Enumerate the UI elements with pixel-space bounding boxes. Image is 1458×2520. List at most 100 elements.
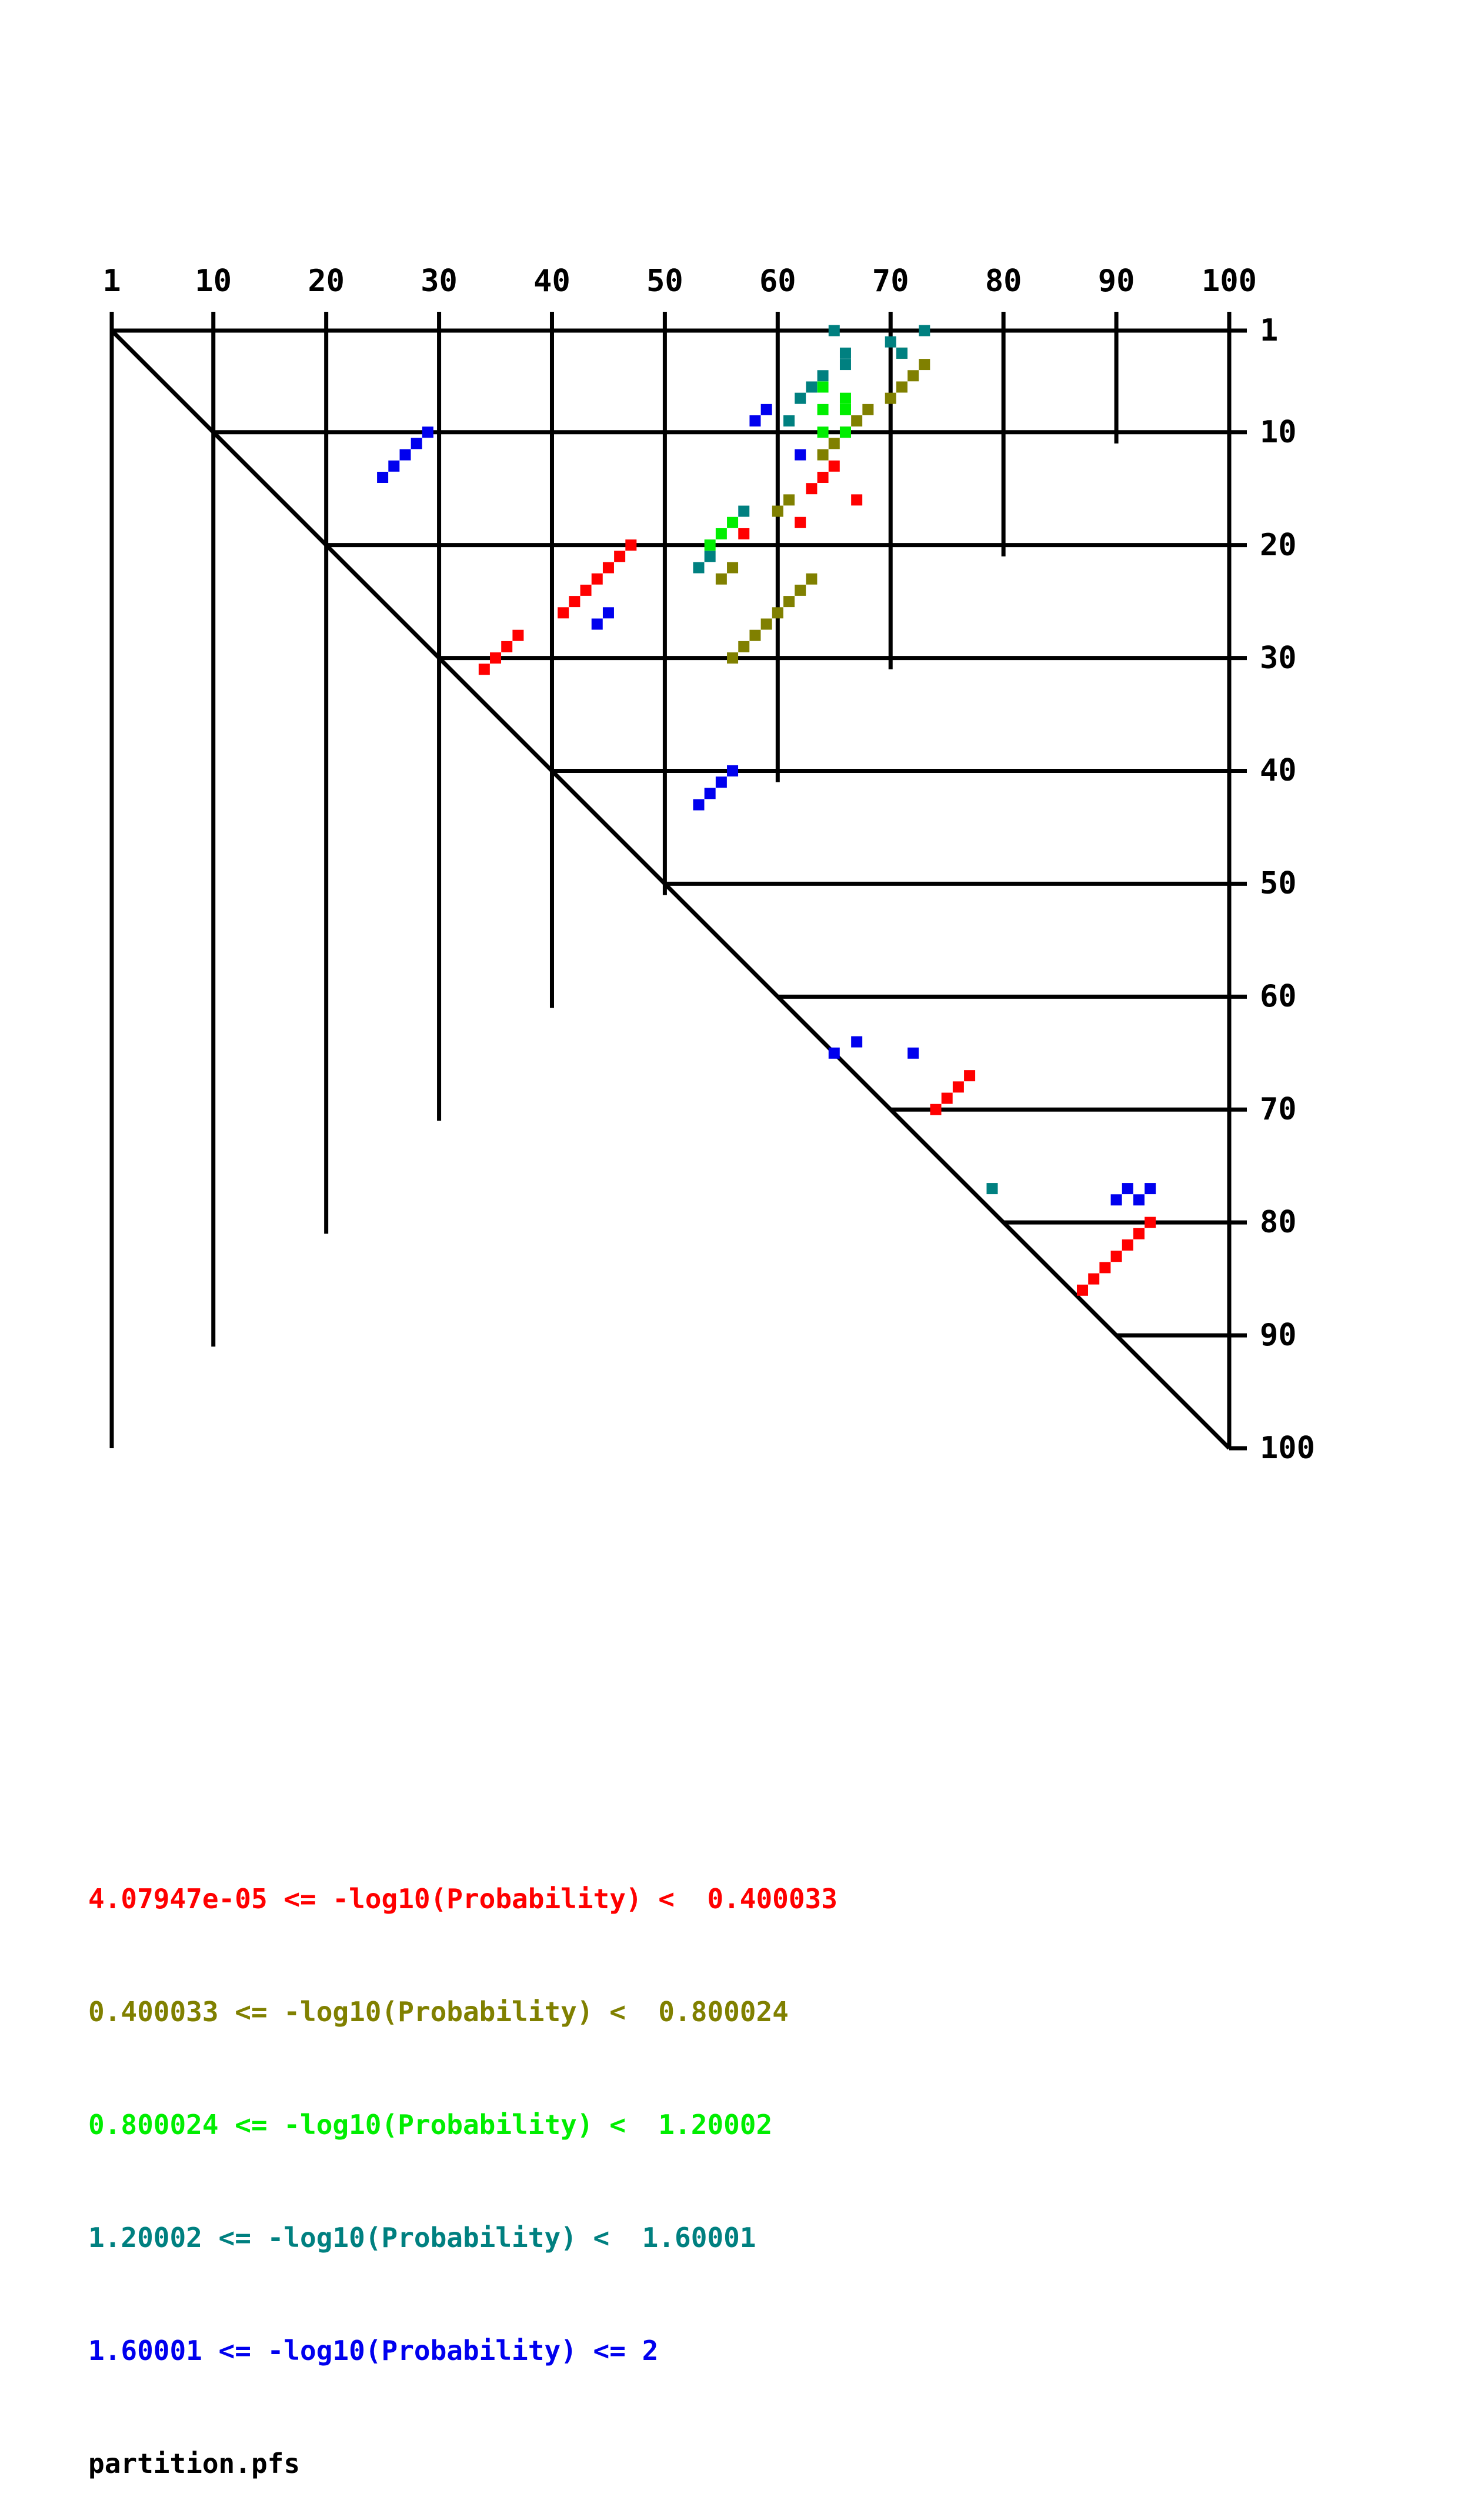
data-point: [501, 641, 513, 652]
data-point: [828, 460, 840, 472]
plot-canvas: [109, 312, 1247, 1451]
data-point: [1110, 1194, 1122, 1206]
data-point: [885, 336, 896, 348]
data-point: [727, 562, 739, 574]
data-point: [625, 539, 637, 551]
data-point: [795, 449, 806, 461]
y-tick-label-20: 20: [1260, 527, 1297, 563]
data-point: [986, 1183, 998, 1195]
data-point: [749, 629, 761, 641]
data-point: [1145, 1183, 1156, 1195]
data-point: [411, 438, 422, 449]
data-point: [602, 562, 614, 574]
x-tick-label-70: 70: [872, 264, 909, 299]
data-point: [580, 584, 592, 596]
series-bin-4: [693, 325, 998, 1195]
series-bin-1: [478, 460, 1156, 1296]
y-tick-label-90: 90: [1260, 1318, 1297, 1354]
data-point: [919, 359, 930, 371]
y-tick-label-70: 70: [1260, 1092, 1297, 1128]
dot-plot-area: 1 10 20 30 40 50 60 70 80 90 100 1 10 20 30 40 50 60 70 80 9…: [102, 264, 1315, 1464]
y-tick-label-80: 80: [1260, 1205, 1297, 1241]
data-point: [772, 607, 783, 619]
data-point: [478, 664, 490, 675]
data-point: [817, 370, 829, 382]
data-point: [715, 528, 727, 539]
data-point: [795, 516, 806, 528]
data-point: [693, 562, 705, 574]
data-point: [1122, 1183, 1133, 1195]
filename-label: partition.pfs: [88, 2448, 301, 2479]
data-point: [908, 370, 919, 382]
data-point: [783, 494, 795, 506]
data-point: [715, 776, 727, 788]
data-point: [896, 347, 908, 359]
data-point: [964, 1070, 976, 1082]
y-tick-label-40: 40: [1260, 753, 1297, 789]
x-tick-label-80: 80: [985, 264, 1022, 299]
y-tick-label-10: 10: [1260, 414, 1297, 450]
data-point: [512, 629, 524, 641]
data-point: [1122, 1239, 1133, 1251]
data-point: [1088, 1273, 1100, 1285]
data-point: [783, 596, 795, 608]
data-point: [839, 404, 851, 415]
data-point: [715, 573, 727, 585]
data-point: [422, 426, 433, 438]
data-point: [388, 460, 400, 472]
x-tick-label-100: 100: [1202, 264, 1257, 299]
series-bin-2: [715, 347, 930, 664]
y-tick-label-60: 60: [1260, 979, 1297, 1015]
data-point: [614, 551, 626, 562]
data-point: [839, 359, 851, 371]
series-bin-5: [377, 404, 1156, 1206]
data-point: [817, 381, 829, 393]
data-point: [851, 1036, 863, 1048]
data-point: [772, 505, 783, 517]
data-point: [806, 483, 818, 495]
data-point: [399, 449, 411, 461]
data-point: [738, 528, 750, 539]
data-point: [851, 415, 863, 427]
x-tick-label-20: 20: [308, 264, 345, 299]
data-point: [490, 652, 502, 664]
data-point: [727, 765, 739, 776]
data-point: [862, 404, 874, 415]
data-point: [795, 584, 806, 596]
x-tick-label-1: 1: [102, 264, 121, 299]
data-point: [919, 325, 930, 336]
data-point: [839, 347, 851, 359]
legend-entry-bin-3: 0.800024 <= -log10(Probability) < 1.2000…: [88, 2109, 773, 2141]
data-point: [1145, 1216, 1156, 1228]
data-point: [817, 449, 829, 461]
data-point: [760, 404, 772, 415]
y-tick-label-1: 1: [1260, 313, 1279, 348]
x-tick-label-10: 10: [195, 264, 232, 299]
data-point: [817, 426, 829, 438]
legend-entry-bin-5: 1.60001 <= -log10(Probability) <= 2: [88, 2335, 659, 2366]
data-point: [558, 607, 569, 619]
data-point: [795, 392, 806, 404]
data-point: [693, 799, 705, 811]
data-point: [704, 539, 716, 551]
data-point: [952, 1081, 964, 1093]
series-bin-3: [704, 381, 851, 551]
data-point: [704, 788, 716, 799]
data-point: [591, 573, 603, 585]
data-point: [1077, 1284, 1089, 1296]
data-point: [738, 641, 750, 652]
data-point: [839, 392, 851, 404]
data-point: [727, 652, 739, 664]
x-tick-label-30: 30: [421, 264, 458, 299]
x-tick-label-40: 40: [533, 264, 570, 299]
data-point: [783, 415, 795, 427]
data-point: [806, 381, 818, 393]
y-tick-label-50: 50: [1260, 866, 1297, 902]
legend: 4.07947e-05 <= -log10(Probability) < 0.4…: [88, 1805, 838, 2520]
legend-entry-bin-1: 4.07947e-05 <= -log10(Probability) < 0.4…: [88, 1883, 838, 1915]
data-point: [704, 551, 716, 562]
data-point: [569, 596, 580, 608]
data-point: [828, 438, 840, 449]
data-point: [591, 618, 603, 630]
data-point: [885, 392, 896, 404]
